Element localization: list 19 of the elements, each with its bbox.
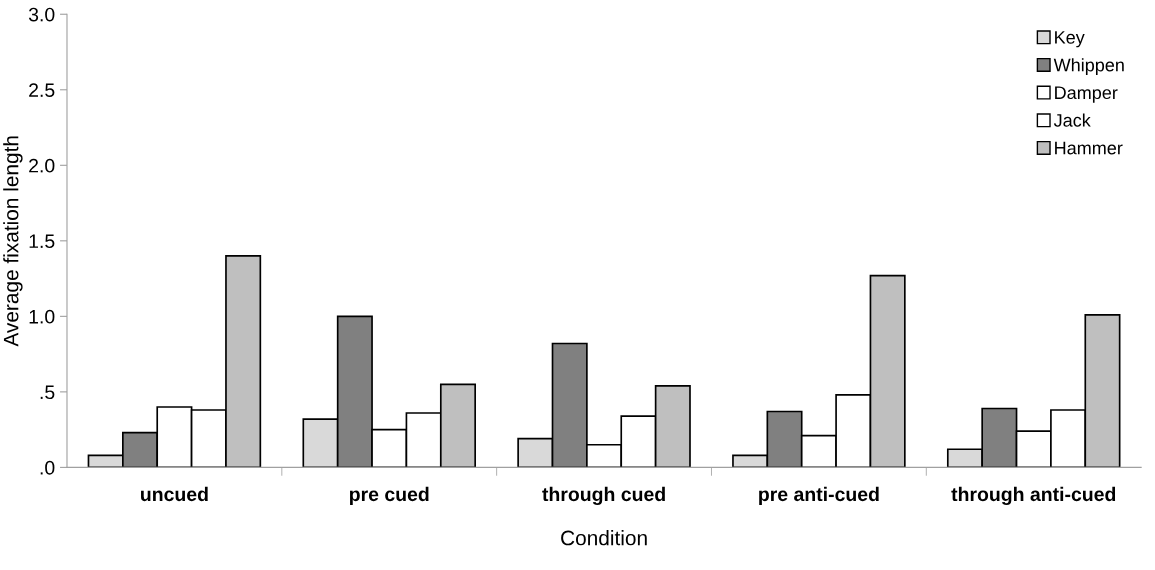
y-tick-label: 3.0	[28, 7, 55, 22]
y-tick-label: .5	[40, 385, 55, 400]
y-tick-label: 2.5	[29, 83, 55, 98]
x-tick-label: pre cued	[350, 486, 429, 505]
y-tick-label: 2.0	[29, 158, 55, 173]
legend-label: Whippen	[1053, 58, 1124, 75]
x-axis-title: Condition	[561, 530, 647, 546]
legend-label: Key	[1055, 31, 1085, 48]
y-axis-title: Average fixation length	[3, 136, 23, 347]
x-tick-label: uncued	[141, 486, 208, 502]
legend-label: Hammer	[1055, 141, 1123, 155]
y-tick-label: 1.5	[29, 234, 55, 249]
legend-label: Jack	[1053, 113, 1091, 127]
y-tick-label: 1.0	[29, 309, 55, 324]
legend-label: Damper	[1055, 86, 1118, 103]
x-tick-label: through anti-cued	[951, 486, 1116, 506]
x-tick-label: pre anti-cued	[759, 486, 879, 505]
x-tick-label: through cued	[542, 486, 665, 506]
y-tick-label: .0	[40, 460, 55, 475]
